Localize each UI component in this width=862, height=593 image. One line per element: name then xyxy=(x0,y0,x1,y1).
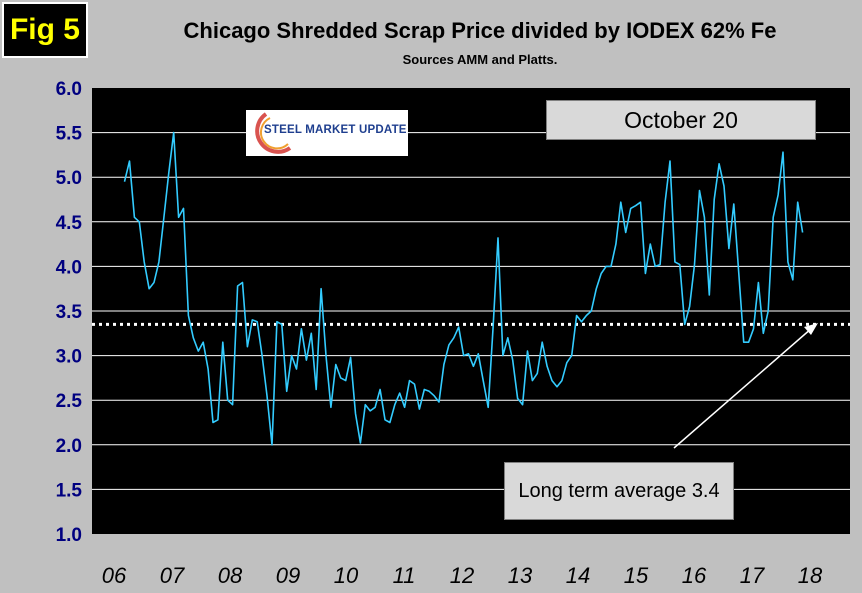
y-tick-label: 5.0 xyxy=(56,168,82,189)
y-axis-ticks: 1.0 1.5 2.0 2.5 3.0 3.5 4.0 4.5 5.0 5.5 6.0 xyxy=(56,79,83,546)
y-tick-label: 3.5 xyxy=(56,302,83,323)
chart-subtitle: Sources AMM and Platts. xyxy=(402,52,558,67)
gridlines xyxy=(92,132,850,490)
x-tick-label: 12 xyxy=(450,563,474,588)
x-tick-label: 11 xyxy=(393,563,416,588)
annotation-arrowhead xyxy=(804,323,818,335)
average-label-box: Long term average 3.4 xyxy=(504,462,734,520)
series-line xyxy=(123,131,804,446)
y-tick-label: 3.0 xyxy=(56,347,82,368)
y-tick-label: 1.5 xyxy=(56,480,83,501)
x-tick-label: 09 xyxy=(276,563,300,588)
figure-badge: Fig 5 xyxy=(2,2,88,58)
series-group xyxy=(123,131,804,446)
logo-text: STEEL MARKET UPDATE xyxy=(264,124,407,136)
y-tick-label: 6.0 xyxy=(56,79,82,100)
date-label-box: October 20 xyxy=(546,100,816,140)
x-tick-label: 14 xyxy=(566,563,590,588)
x-tick-label: 08 xyxy=(218,563,243,588)
y-tick-label: 2.0 xyxy=(56,436,82,457)
x-tick-label: 10 xyxy=(334,563,359,588)
x-tick-label: 17 xyxy=(740,563,765,588)
y-tick-label: 1.0 xyxy=(56,525,82,546)
y-tick-label: 2.5 xyxy=(56,391,83,412)
annotation-arrow xyxy=(673,327,813,449)
x-tick-label: 07 xyxy=(160,563,185,588)
x-tick-label: 06 xyxy=(102,563,127,588)
y-tick-label: 4.5 xyxy=(56,213,83,234)
y-tick-label: 4.0 xyxy=(56,257,82,278)
y-tick-label: 5.5 xyxy=(56,124,83,145)
x-tick-label: 18 xyxy=(798,563,823,588)
x-tick-label: 13 xyxy=(508,563,533,588)
chart-title: Chicago Shredded Scrap Price divided by … xyxy=(183,18,777,43)
logo-swoosh-icon xyxy=(255,112,292,154)
x-tick-label: 15 xyxy=(624,563,649,588)
x-tick-label: 16 xyxy=(682,563,707,588)
x-axis-ticks: 06 07 08 09 10 11 12 13 14 15 16 17 18 xyxy=(102,563,823,588)
steel-market-update-logo: STEEL MARKET UPDATE xyxy=(246,110,408,156)
